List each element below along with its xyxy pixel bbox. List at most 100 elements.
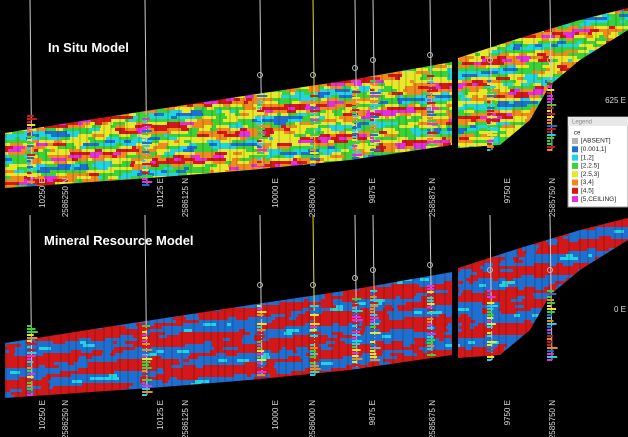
- block: [331, 128, 344, 131]
- block: [256, 92, 264, 95]
- block: [498, 71, 505, 74]
- block: [384, 134, 397, 137]
- block: [154, 128, 161, 131]
- block: [36, 164, 47, 167]
- block: [176, 113, 186, 116]
- block: [144, 167, 153, 170]
- block: [88, 158, 92, 161]
- block: [614, 230, 624, 233]
- block: [470, 125, 476, 128]
- block: [187, 125, 192, 128]
- block: [218, 101, 232, 104]
- block: [214, 107, 229, 110]
- block: [483, 107, 490, 110]
- block: [355, 101, 365, 104]
- block: [292, 95, 305, 98]
- block: [43, 140, 54, 143]
- block: [500, 89, 510, 92]
- block: [150, 170, 161, 173]
- block: [565, 50, 578, 53]
- block: [217, 143, 221, 146]
- block: [104, 134, 109, 137]
- block: [349, 149, 354, 152]
- block: [546, 68, 550, 71]
- block: [501, 80, 512, 83]
- block: [580, 227, 595, 230]
- block: [315, 146, 328, 149]
- block: [216, 98, 226, 101]
- block: [74, 143, 83, 146]
- block: [339, 107, 345, 110]
- block: [77, 140, 90, 143]
- block: [518, 68, 531, 71]
- block: [21, 149, 28, 152]
- block: [554, 236, 563, 239]
- block: [245, 143, 259, 146]
- block: [216, 125, 229, 128]
- block: [24, 170, 37, 173]
- block: [133, 137, 148, 140]
- block: [289, 140, 298, 143]
- block: [339, 131, 346, 134]
- block: [495, 98, 505, 101]
- block: [296, 110, 306, 113]
- block: [191, 113, 203, 116]
- block: [9, 155, 24, 158]
- block: [5, 140, 10, 143]
- block: [297, 161, 307, 164]
- block: [220, 140, 232, 143]
- block: [222, 110, 230, 113]
- block: [527, 80, 534, 83]
- block: [422, 92, 430, 95]
- block: [217, 128, 230, 131]
- block: [8, 149, 21, 152]
- block: [391, 137, 397, 140]
- block: [240, 131, 250, 134]
- block: [83, 143, 87, 146]
- block: [457, 68, 462, 71]
- block: [197, 134, 202, 137]
- block: [430, 92, 441, 95]
- block: [428, 68, 432, 71]
- block: [233, 152, 242, 155]
- block: [60, 152, 70, 155]
- block: [326, 110, 332, 113]
- block: [211, 119, 223, 122]
- block: [364, 146, 371, 149]
- block: [144, 125, 151, 128]
- block: [66, 122, 78, 125]
- block: [275, 164, 280, 167]
- block: [514, 104, 527, 107]
- block: [39, 152, 47, 155]
- block: [78, 122, 83, 125]
- block: [399, 95, 403, 98]
- block: [407, 83, 413, 86]
- block: [44, 176, 57, 179]
- block: [313, 143, 321, 146]
- block: [319, 155, 330, 158]
- block: [618, 233, 624, 236]
- block: [606, 236, 611, 239]
- block: [135, 161, 150, 164]
- block: [83, 122, 90, 125]
- block: [462, 62, 474, 65]
- block: [608, 20, 612, 23]
- block: [500, 128, 515, 131]
- block: [505, 98, 520, 101]
- block: [447, 101, 457, 104]
- block: [67, 131, 80, 134]
- block: [132, 146, 136, 149]
- block: [460, 140, 473, 143]
- block: [588, 32, 592, 35]
- block: [47, 152, 60, 155]
- block: [505, 119, 518, 122]
- block: [316, 104, 327, 107]
- block: [391, 71, 402, 74]
- block: [585, 239, 594, 242]
- block: [202, 110, 216, 113]
- block: [110, 131, 119, 134]
- block: [594, 20, 608, 23]
- block: [523, 41, 538, 44]
- block: [505, 95, 514, 98]
- block: [204, 101, 209, 104]
